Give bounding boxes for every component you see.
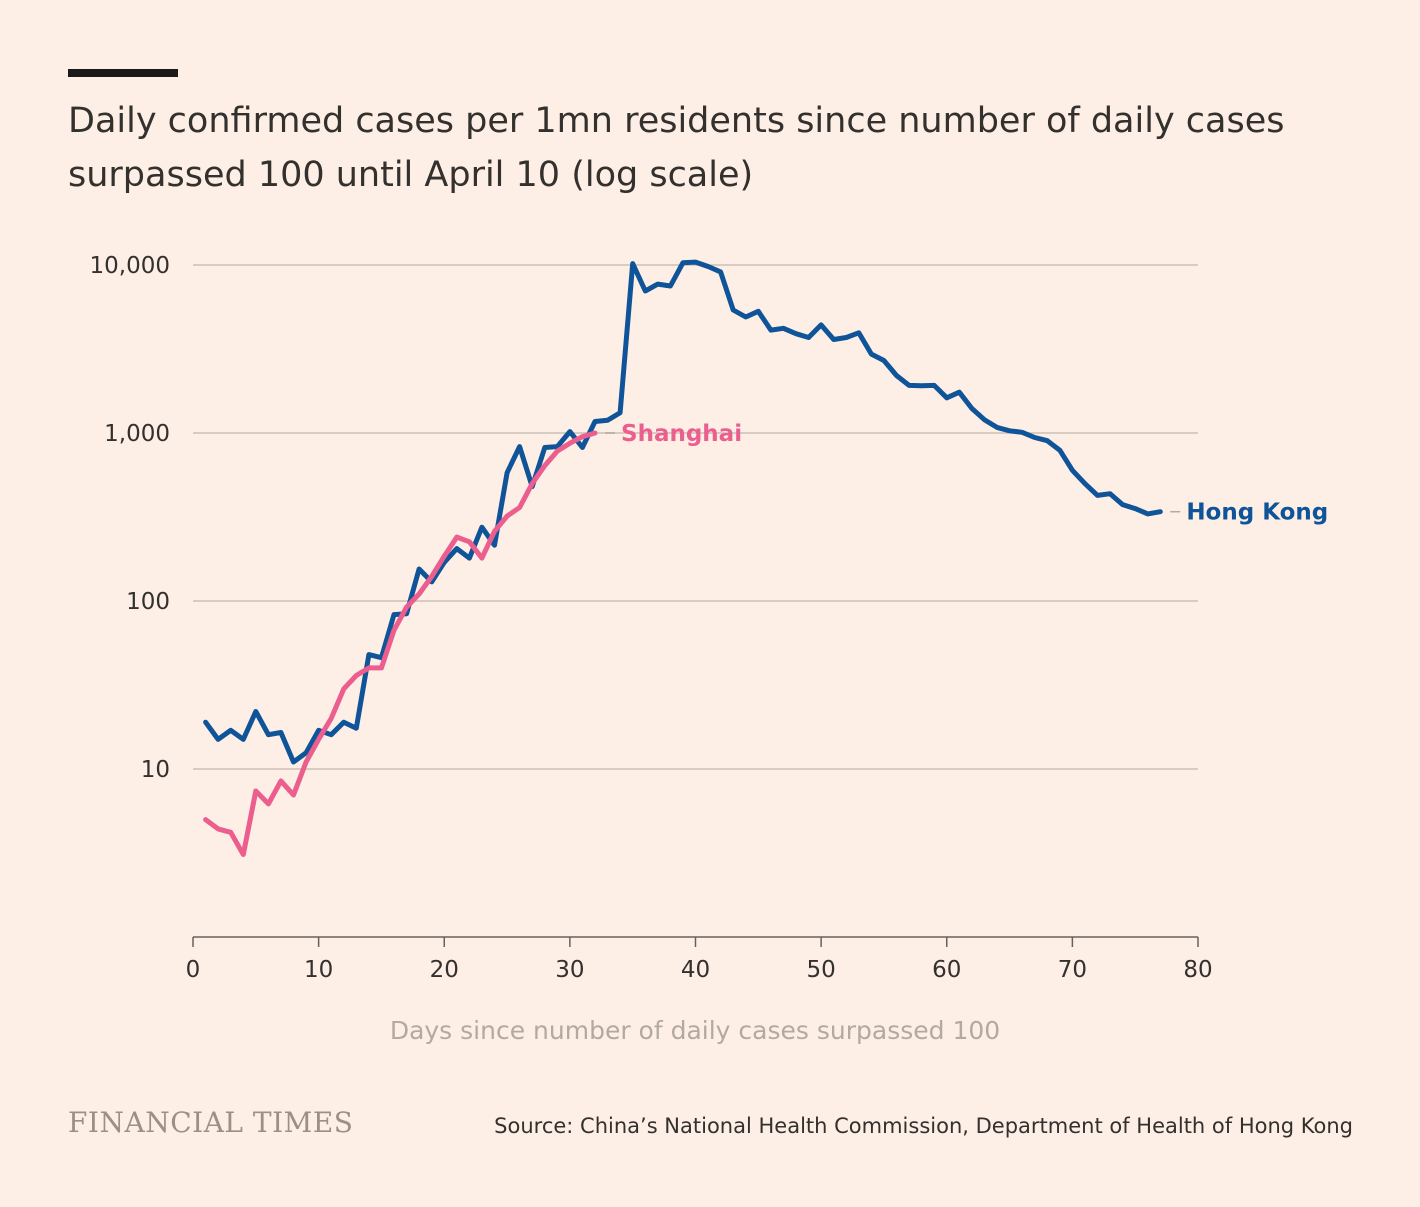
brand-logo: FINANCIAL TIMES: [68, 1106, 354, 1139]
series-labels: Hong Kong Shanghai: [605, 421, 1328, 526]
y-tick-label: 100: [126, 589, 170, 615]
x-tick-label: 80: [1183, 957, 1212, 983]
series-line-shanghai: [203, 430, 598, 857]
series-label-shanghai: Shanghai: [621, 421, 742, 447]
chart-title: Daily confirmed cases per 1mn residents …: [68, 101, 1285, 195]
x-tick-label: 20: [430, 957, 459, 983]
series-label-hong-kong: Hong Kong: [1186, 500, 1328, 526]
y-tick-label: 1,000: [104, 421, 170, 447]
x-tick-label: 40: [681, 957, 710, 983]
x-tick-label: 30: [555, 957, 584, 983]
x-tick-label: 0: [186, 957, 201, 983]
axes: 10 100 1,000 10,000 0 10 20 30 40 50 60 70 80: [90, 253, 1213, 983]
y-tick-label: 10: [141, 757, 170, 783]
source-note: Source: China’s National Health Commissi…: [494, 1114, 1353, 1138]
y-tick-label: 10,000: [90, 253, 170, 279]
title-accent-bar: [68, 69, 178, 77]
series-line-hong-kong: [203, 259, 1163, 765]
x-tick-label: 60: [932, 957, 961, 983]
gridlines: [193, 264, 1198, 770]
series-lines: [203, 259, 1163, 857]
x-tick-label: 10: [304, 957, 333, 983]
x-axis-label: Days since number of daily cases surpass…: [390, 1016, 1000, 1045]
x-tick-label: 50: [806, 957, 835, 983]
x-tick-label: 70: [1058, 957, 1087, 983]
